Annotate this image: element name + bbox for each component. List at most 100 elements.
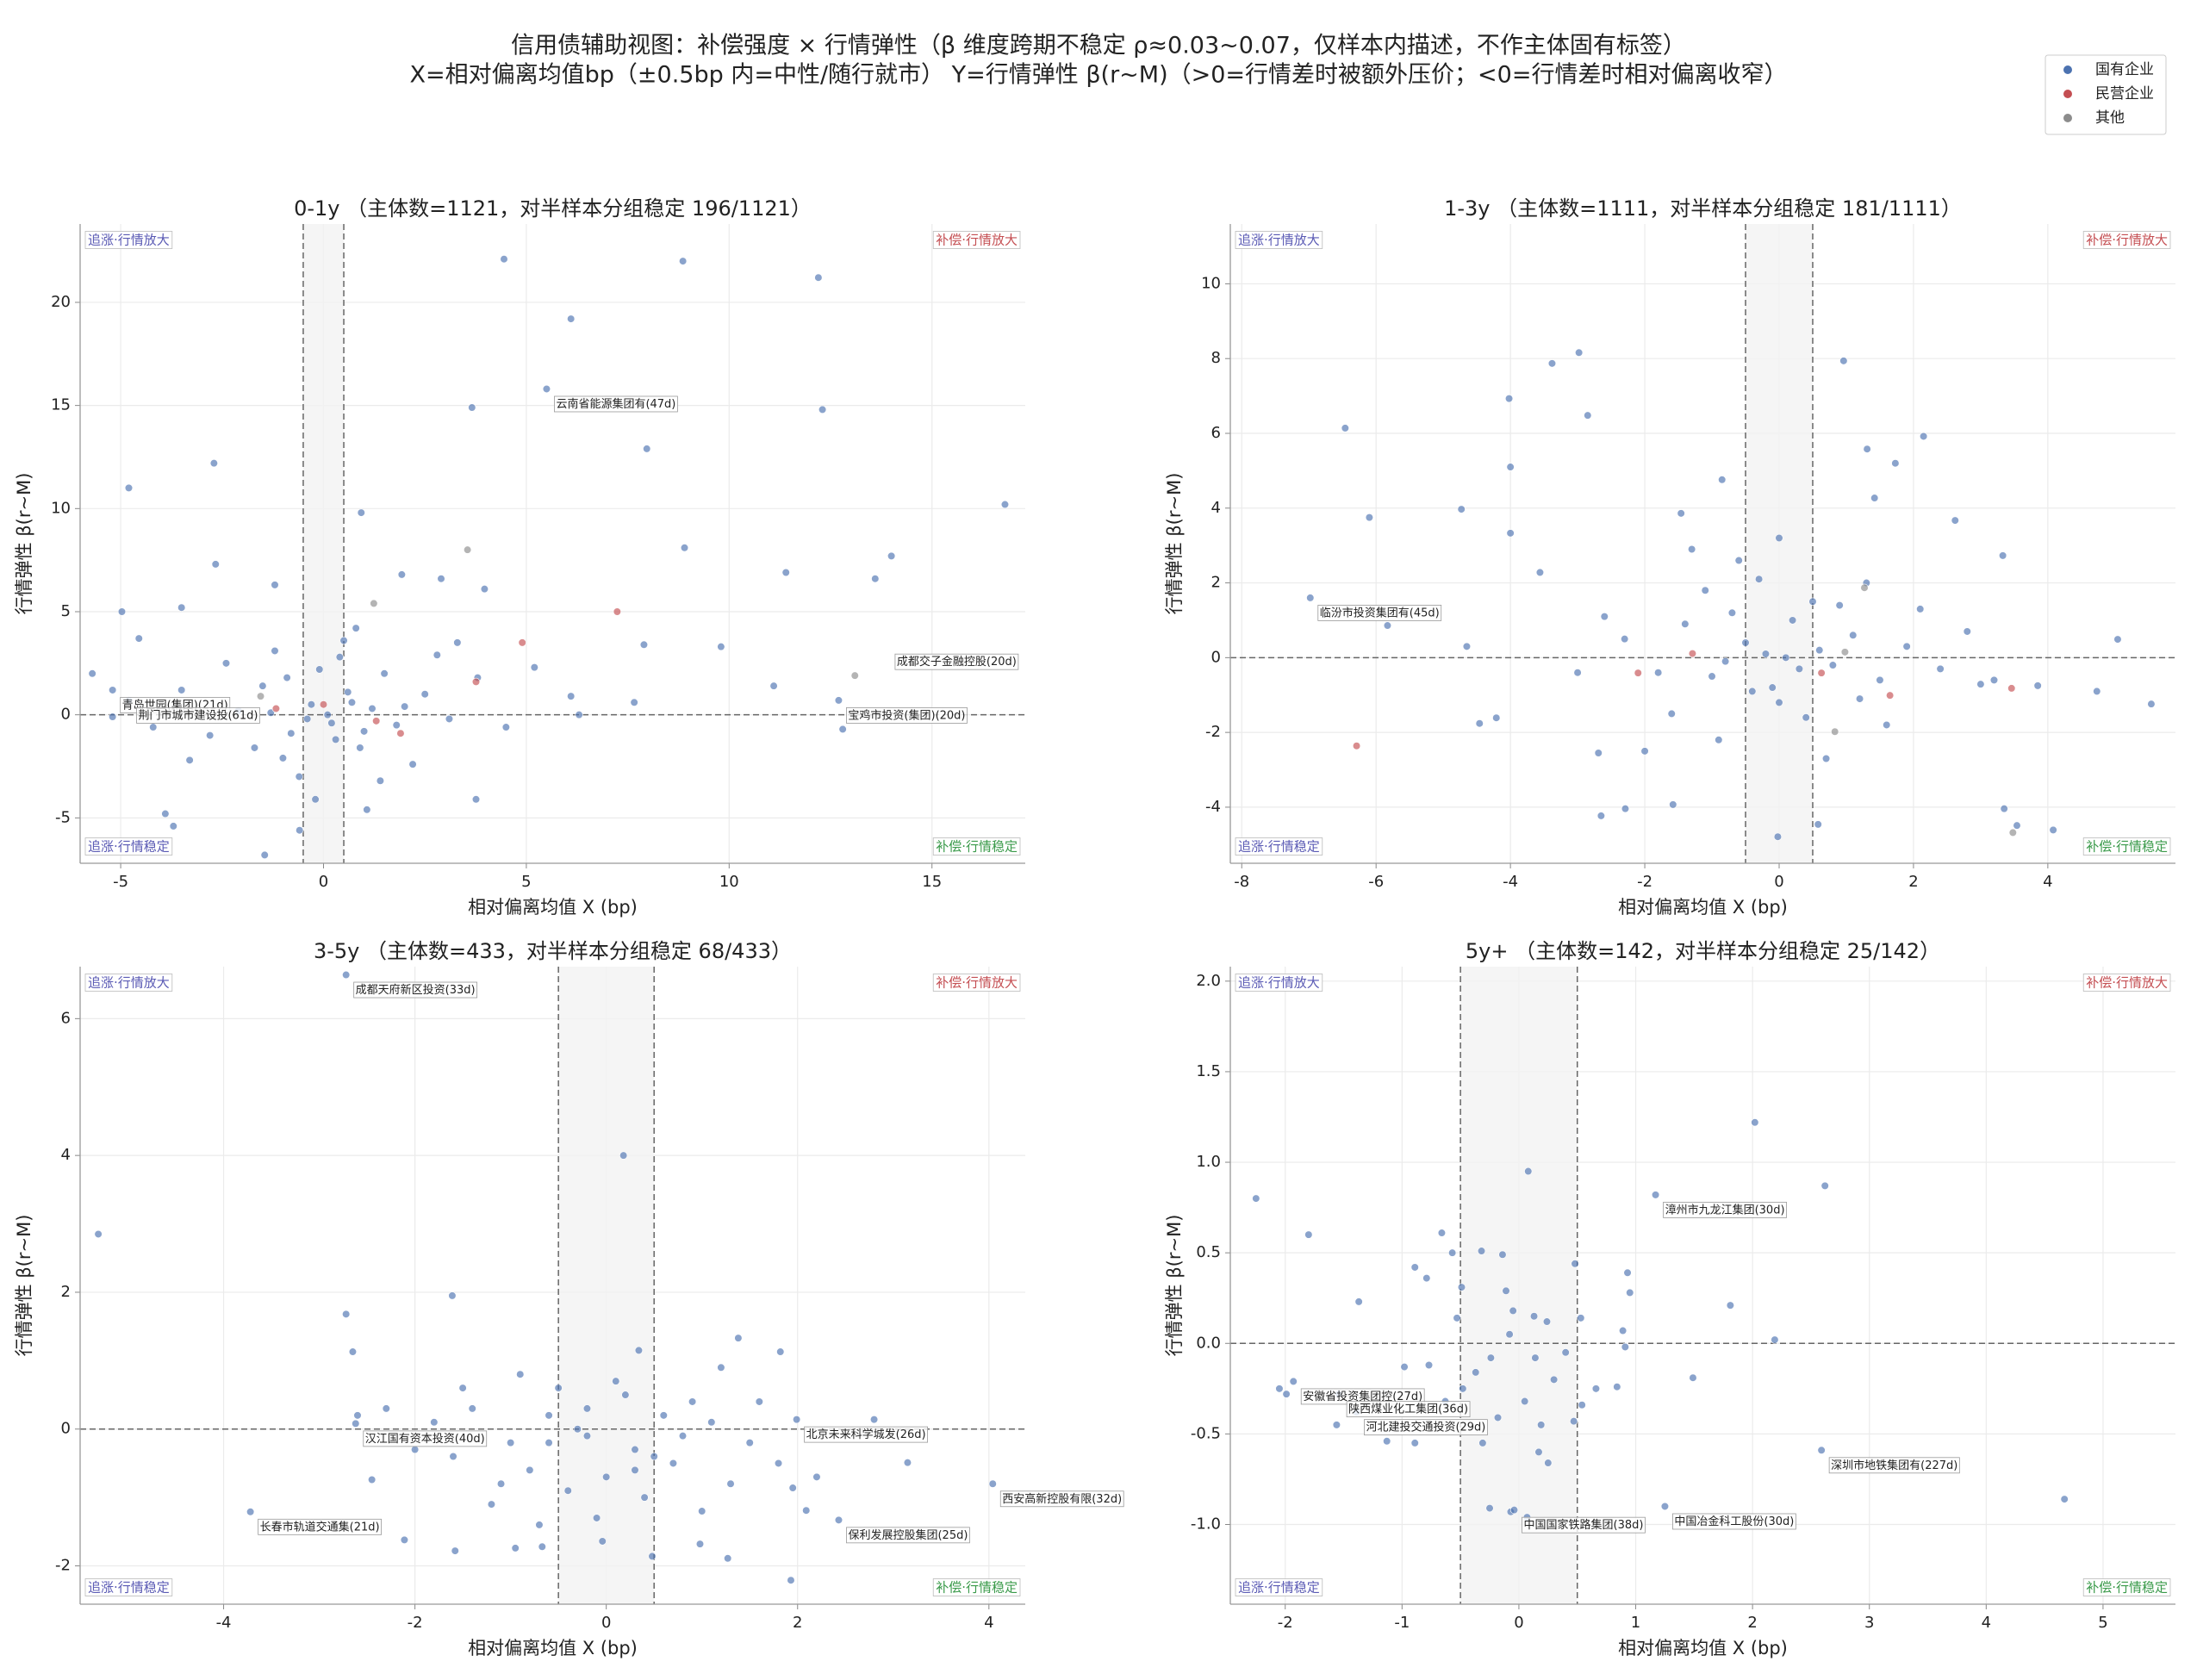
point: [1902, 642, 1911, 650]
quadrant-label: 补偿·行情放大: [2086, 975, 2168, 991]
point: [1504, 395, 1514, 403]
quadrant-label: 追涨·行情放大: [1238, 233, 1320, 248]
legend-label: 国有企业: [2095, 61, 2154, 78]
point: [659, 1411, 668, 1420]
point: [1788, 616, 1797, 625]
point: [357, 508, 365, 517]
point: [535, 1521, 544, 1529]
point: [1817, 669, 1826, 677]
annotation-box: [1663, 1201, 1787, 1218]
point: [1870, 494, 1879, 502]
point: [850, 671, 859, 680]
quadrant-label: 补偿·行情稳定: [936, 839, 1018, 855]
quadrant-box: [2082, 1578, 2171, 1596]
point: [1886, 691, 1895, 700]
y-tick-label: 2.0: [1196, 972, 1221, 990]
point: [1771, 1335, 1779, 1344]
x-tick-label: 4: [2043, 873, 2052, 891]
x-tick-label: 0: [1774, 873, 1783, 891]
y-tick-label: 1.5: [1196, 1062, 1221, 1080]
x-tick-label: 0: [1514, 1614, 1523, 1632]
point: [1718, 476, 1727, 484]
point: [1410, 1439, 1419, 1447]
point: [1575, 348, 1584, 357]
point: [1619, 1326, 1628, 1335]
point: [639, 640, 649, 649]
point: [392, 721, 401, 730]
point: [1304, 1230, 1313, 1239]
point: [1289, 1377, 1298, 1386]
point: [1506, 529, 1515, 538]
point: [698, 1507, 706, 1515]
point: [1573, 669, 1582, 677]
annotation-box: [1364, 1419, 1488, 1436]
point: [621, 1391, 630, 1399]
legend-marker: [2063, 65, 2072, 74]
point: [1571, 1260, 1579, 1268]
point: [471, 795, 481, 804]
point: [206, 731, 215, 740]
point: [468, 1404, 476, 1413]
point: [1814, 820, 1822, 829]
point: [1457, 1283, 1466, 1291]
x-tick-label: 2: [793, 1614, 802, 1632]
annotation: 云南省能源集团有(47d): [556, 397, 675, 411]
point: [669, 1459, 678, 1468]
y-tick-label: -1.0: [1191, 1515, 1221, 1534]
quadrant-box: [932, 1578, 1021, 1596]
x-axis-label: 相对偏离均值 X (bp): [1618, 1638, 1788, 1658]
x-tick-label: 5: [521, 873, 531, 891]
quadrant-box: [1235, 837, 1323, 856]
x-tick-label: -1: [1394, 1614, 1410, 1632]
point: [250, 744, 259, 752]
annotation-box: [1672, 1513, 1796, 1530]
y-tick-label: 5: [61, 602, 71, 620]
point: [1999, 551, 2007, 560]
point: [1531, 1353, 1540, 1362]
point: [347, 698, 357, 706]
point: [1505, 1330, 1514, 1339]
y-tick-label: 1.0: [1196, 1153, 1221, 1171]
legend-marker: [2063, 90, 2072, 98]
quadrant-box: [84, 231, 173, 249]
annotation: 长春市轨道交通集(21d): [260, 1520, 380, 1534]
panel: -5 0 5 10 15 -5 0 5 10 15 20 云南省能源集团有(47d) 成都交子金融控股(…: [14, 196, 1025, 918]
point: [612, 1377, 620, 1385]
point: [630, 698, 638, 706]
point: [745, 1439, 754, 1447]
point: [2049, 825, 2057, 834]
quadrant-label: 补偿·行情稳定: [2086, 1580, 2168, 1596]
point: [283, 673, 291, 682]
point: [397, 570, 406, 579]
point: [1815, 646, 1824, 655]
quadrant-label: 补偿·行情稳定: [936, 1580, 1018, 1596]
point: [2147, 700, 2156, 708]
point: [271, 581, 279, 589]
quadrant-label: 追涨·行情放大: [88, 233, 170, 248]
point: [631, 1465, 639, 1474]
point: [511, 1544, 520, 1552]
point: [1524, 1167, 1533, 1176]
point: [1782, 653, 1790, 662]
point: [1600, 613, 1609, 621]
point: [437, 575, 445, 583]
point: [1755, 575, 1764, 583]
point: [433, 650, 441, 659]
point: [1477, 1247, 1486, 1255]
point: [408, 760, 417, 768]
point: [755, 1397, 763, 1406]
point: [1621, 805, 1630, 813]
point: [430, 1418, 439, 1427]
point: [1596, 812, 1605, 820]
point: [1891, 459, 1900, 468]
point: [1275, 1384, 1284, 1393]
x-tick-label: 0: [601, 1614, 611, 1632]
annotation: 成都天府新区投资(33d): [356, 983, 476, 997]
point: [1681, 619, 1690, 628]
y-tick-label: -5: [55, 808, 71, 826]
annotation: 漳州市九龙江集团(30d): [1665, 1203, 1785, 1216]
point: [1547, 359, 1557, 368]
point: [1708, 672, 1716, 681]
point: [1840, 648, 1850, 656]
point: [1437, 1229, 1447, 1237]
